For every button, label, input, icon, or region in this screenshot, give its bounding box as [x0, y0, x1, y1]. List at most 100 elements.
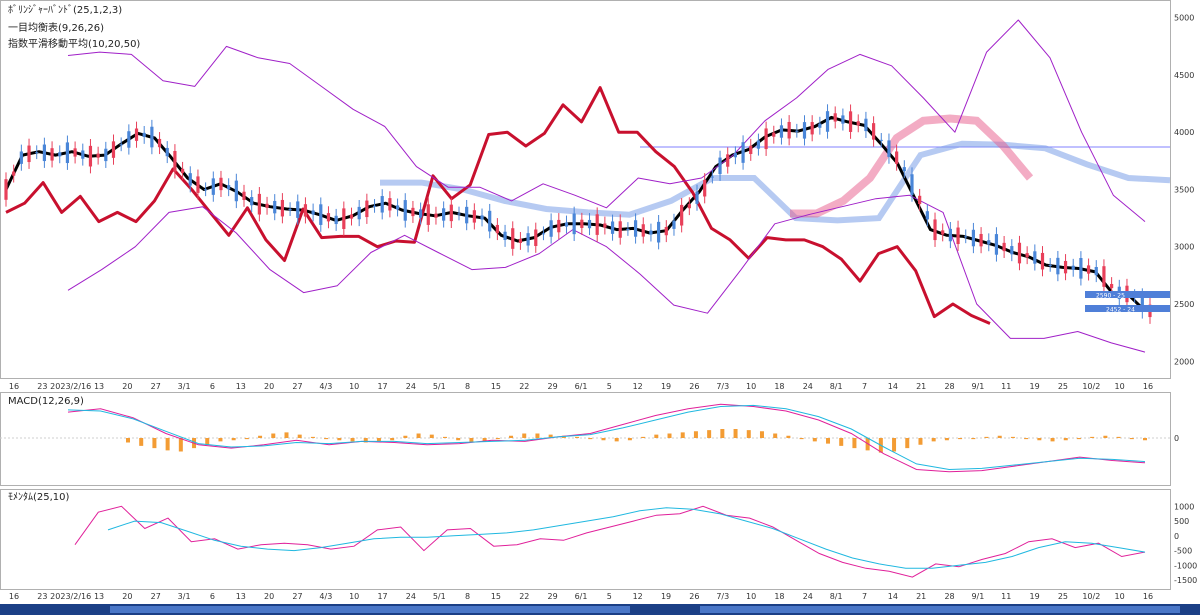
candle-body	[265, 203, 269, 208]
candle-body	[88, 145, 93, 167]
momentum-x-tick: 10	[349, 592, 359, 601]
momentum-legend: ﾓﾒﾝﾀﾑ(25,10)	[8, 492, 70, 503]
candle-body	[772, 132, 776, 137]
candle-body	[58, 152, 62, 157]
ichimoku-cloud	[380, 114, 1171, 224]
candle-body	[933, 219, 937, 241]
candle-body	[979, 233, 983, 247]
candle-body	[65, 142, 70, 164]
momentum-x-tick: 25	[1058, 592, 1068, 601]
candlesticks	[4, 104, 1152, 324]
momentum-x-tick: 8	[465, 592, 470, 601]
momentum-x-tick: 16	[1143, 592, 1153, 601]
macd-histogram-bar	[1063, 438, 1068, 441]
price-x-tick: 4/3	[319, 382, 332, 391]
candle-body	[311, 210, 315, 215]
candle-body	[833, 113, 837, 122]
candle-body	[633, 220, 638, 237]
macd-histogram-bar	[944, 438, 949, 441]
candle-body	[380, 196, 384, 213]
momentum-x-tick: 16	[9, 592, 19, 601]
candle-body	[1033, 251, 1037, 264]
candle-body	[503, 231, 507, 240]
candle-body	[42, 144, 46, 162]
candle-body	[895, 151, 899, 164]
candle-body	[818, 123, 822, 128]
momentum-x-tick: 13	[94, 592, 104, 601]
candle-body	[296, 201, 300, 218]
macd-histogram-bar	[1037, 438, 1042, 441]
candle-body	[157, 138, 162, 148]
candle-body	[1110, 283, 1114, 289]
macd-histogram-bar	[997, 435, 1002, 438]
momentum-panel	[0, 489, 1171, 590]
price-x-tick: 11	[1001, 382, 1011, 391]
momentum-x-tick: 10	[1115, 592, 1125, 601]
macd-histogram-bar	[693, 431, 698, 438]
macd-histogram-bar	[390, 438, 395, 441]
candle-body	[196, 176, 200, 193]
price-x-tick: 8	[465, 382, 470, 391]
momentum-x-tick: 23	[37, 592, 47, 601]
momentum-x-tick: 24	[803, 592, 813, 601]
candle-body	[695, 191, 699, 204]
price-x-tick: 3/1	[178, 382, 191, 391]
candle-body	[518, 238, 523, 243]
price-x-tick: 9/1	[971, 382, 984, 391]
momentum-x-tick: 28	[944, 592, 954, 601]
macd-histogram-bar	[535, 433, 540, 438]
candle-body	[841, 115, 845, 124]
candle-body	[564, 222, 569, 227]
candle-body	[595, 214, 599, 235]
candle-body	[19, 151, 23, 164]
candle-body	[703, 179, 707, 197]
momentum-x-tick: 20	[264, 592, 274, 601]
candle-body	[580, 219, 584, 228]
macd-histogram-bar	[918, 438, 923, 445]
candle-body	[887, 140, 891, 157]
price-x-tick: 27	[151, 382, 161, 391]
candle-body	[848, 111, 853, 132]
candle-body	[403, 200, 407, 221]
macd-histogram-bar	[297, 434, 302, 438]
candle-body	[948, 228, 952, 242]
price-y-tick: 3500	[1174, 185, 1194, 194]
candle-body	[810, 122, 814, 135]
price-y-tick: 2000	[1174, 357, 1194, 366]
macd-histogram-bar	[601, 438, 606, 441]
candle-body	[1048, 264, 1052, 266]
price-x-tick: 7/3	[716, 382, 729, 391]
candle-body	[718, 157, 722, 175]
momentum-x-tick: 29	[548, 592, 558, 601]
macd-histogram-bar	[746, 430, 751, 438]
candle-body	[73, 148, 77, 157]
macd-histogram-bar	[284, 432, 289, 438]
candle-body	[1071, 265, 1075, 270]
candle-body	[902, 167, 906, 172]
momentum-y-tick: -500	[1174, 547, 1192, 556]
candle-body	[971, 229, 976, 247]
candle-body	[349, 214, 354, 219]
macd-histogram-bar	[826, 438, 831, 444]
candle-body	[150, 126, 154, 148]
candle-body	[188, 173, 192, 186]
price-x-tick: 5/1	[433, 382, 446, 391]
momentum-x-tick: 2023/2/16	[50, 592, 91, 601]
axes: 2000250030003500400045005000161623232023…	[9, 14, 1197, 601]
price-x-tick: 12	[633, 382, 643, 391]
bollinger-legend: ﾎﾞﾘﾝｼﾞｬｰﾊﾞﾝﾄﾞ(25,1,2,3)	[8, 5, 123, 16]
macd-histogram-bar	[324, 438, 329, 440]
macd-histogram-bar	[152, 438, 157, 449]
momentum-x-tick: 15	[491, 592, 501, 601]
macd-histogram-bar	[707, 430, 712, 438]
candle-body	[388, 198, 392, 211]
macd-lines	[67, 403, 1147, 473]
candle-body	[449, 204, 453, 222]
price-panel	[0, 0, 1171, 379]
macd-histogram-bar	[1143, 438, 1147, 441]
price-x-tick: 24	[803, 382, 813, 391]
candle-body	[994, 234, 999, 255]
candle-body	[664, 226, 668, 236]
macd-histogram-bar	[482, 438, 487, 442]
taskbar-segment	[700, 606, 1180, 613]
